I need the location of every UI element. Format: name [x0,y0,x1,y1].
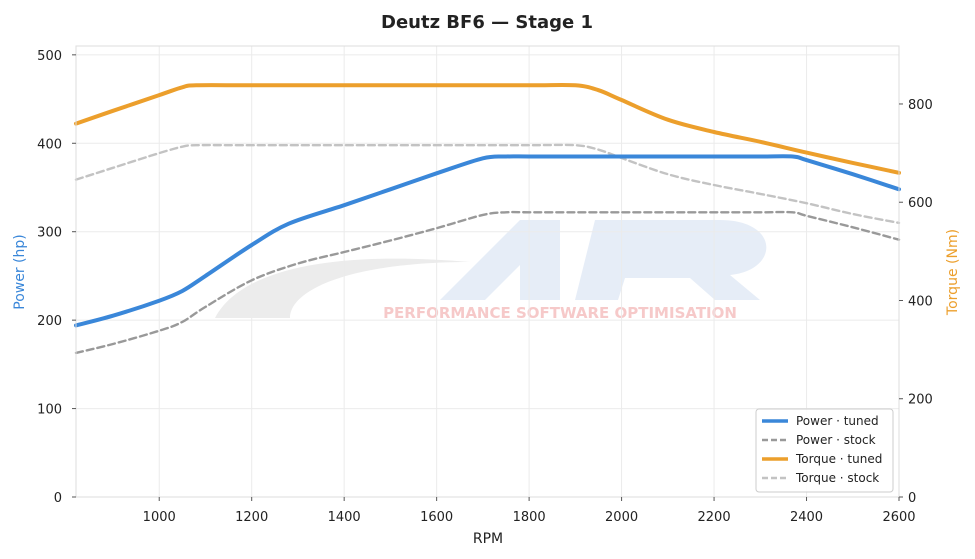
right-y-tick-label: 400 [908,294,933,309]
left-y-tick-label: 300 [37,226,62,241]
legend: Power · tuned Power · stock Torque · tuned… [755,408,894,493]
x-tick-label: 2400 [790,510,823,525]
left-y-axis-label: Power (hp) [12,234,28,309]
x-tick-label: 1400 [328,510,361,525]
x-tick-label: 1600 [420,510,453,525]
watermark-text: PERFORMANCE SOFTWARE OPTIMISATION [383,304,737,322]
left-y-tick-label: 400 [37,137,62,152]
chart-title: Deutz BF6 — Stage 1 [381,12,593,33]
legend-label: Torque · stock [795,471,879,485]
series-line-power-tuned [74,154,901,328]
legend-box [755,408,894,493]
series-line-power-stock [74,210,901,355]
watermark-letter-r [575,220,767,300]
right-y-axis-label: Torque (Nm) [945,229,961,316]
left-y-tick-label: 500 [37,49,62,64]
right-y-tick-label: 800 [908,98,933,113]
left-y-tick-label: 0 [54,491,62,506]
watermark-letter-a [440,220,560,300]
watermark: PERFORMANCE SOFTWARE OPTIMISATION [215,220,767,322]
right-y-tick-label: 0 [908,491,916,506]
left-y-tick-label: 200 [37,314,62,329]
plot-frame [75,45,900,498]
x-ticks: 1000 1200 1400 1600 1800 2000 2200 2400 2600 [143,497,916,525]
x-axis-label: RPM [473,531,503,547]
left-y-ticks: 0 100 200 300 400 500 [37,49,76,506]
axes [75,45,900,498]
x-tick-label: 2200 [698,510,731,525]
legend-label: Power · stock [796,433,876,447]
legend-label: Torque · tuned [795,452,882,466]
watermark-swoosh [215,258,470,318]
series-lines [74,82,901,355]
x-tick-label: 1200 [235,510,268,525]
right-y-tick-label: 200 [908,393,933,408]
x-tick-label: 1000 [143,510,176,525]
x-tick-label: 2000 [605,510,638,525]
x-tick-label: 1800 [513,510,546,525]
legend-label: Power · tuned [796,414,879,428]
right-y-ticks: 0 200 400 600 800 [899,98,933,506]
left-y-tick-label: 100 [37,403,62,418]
right-y-tick-label: 600 [908,196,933,211]
x-tick-label: 2600 [882,510,915,525]
series-line-torque-stock [74,143,901,225]
series-line-torque-tuned [74,82,901,175]
